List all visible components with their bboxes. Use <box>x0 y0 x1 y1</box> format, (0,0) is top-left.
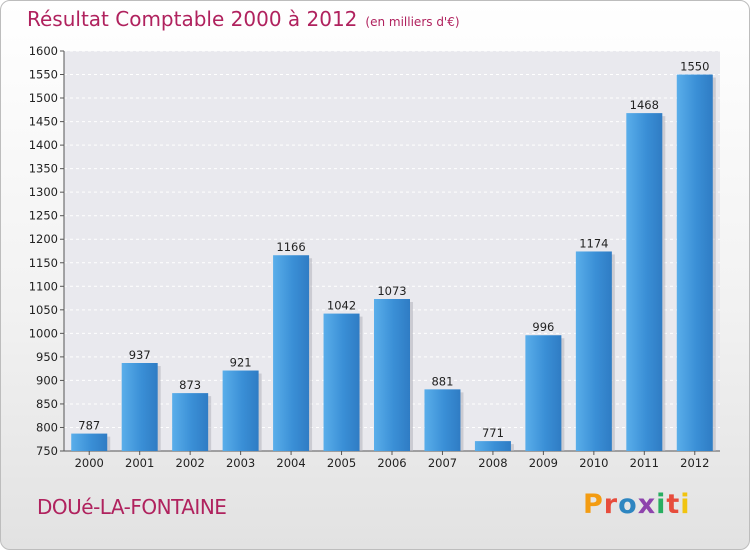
y-tick-label: 800 <box>36 420 58 434</box>
bar <box>525 335 562 451</box>
bar-value-label: 1073 <box>377 284 406 298</box>
logo-letter: o <box>618 489 638 520</box>
bar-value-label: 996 <box>532 320 554 334</box>
y-tick-label: 1550 <box>29 68 58 82</box>
y-tick-label: 1450 <box>29 115 58 129</box>
chart-subtitle: (en milliers d'€) <box>365 15 460 29</box>
y-tick-label: 1150 <box>29 256 58 270</box>
bar <box>626 113 663 451</box>
bar-value-label: 1042 <box>327 299 356 313</box>
bar <box>273 255 310 451</box>
x-tick-label: 2002 <box>176 456 205 470</box>
bar <box>474 441 511 451</box>
y-tick-label: 1050 <box>29 303 58 317</box>
x-tick-label: 2000 <box>75 456 104 470</box>
bar-value-label: 937 <box>129 348 151 362</box>
x-tick-label: 2009 <box>529 456 558 470</box>
bar-value-label: 771 <box>482 426 504 440</box>
x-tick-label: 2008 <box>478 456 507 470</box>
y-tick-label: 1300 <box>29 185 58 199</box>
bar-value-label: 873 <box>179 378 201 392</box>
y-tick-label: 750 <box>36 444 58 458</box>
bar <box>323 313 360 451</box>
x-tick-label: 2010 <box>579 456 608 470</box>
x-tick-label: 2007 <box>428 456 457 470</box>
y-tick-label: 1600 <box>29 44 58 58</box>
bar <box>71 433 108 451</box>
y-tick-label: 850 <box>36 397 58 411</box>
chart-title-block: Résultat Comptable 2000 à 2012 (en millie… <box>27 7 460 31</box>
chart-title: Résultat Comptable 2000 à 2012 <box>27 7 358 31</box>
y-tick-label: 1100 <box>29 279 58 293</box>
bar <box>172 393 209 451</box>
x-tick-label: 2001 <box>125 456 154 470</box>
bar-value-label: 1166 <box>276 240 305 254</box>
bar-value-label: 881 <box>431 374 453 388</box>
bar <box>121 363 158 451</box>
proxiti-logo[interactable]: Proxiti <box>583 489 691 520</box>
logo-letter: i <box>656 489 667 520</box>
bar <box>575 251 612 451</box>
y-tick-label: 1000 <box>29 326 58 340</box>
y-tick-label: 1350 <box>29 162 58 176</box>
y-tick-label: 900 <box>36 373 58 387</box>
y-tick-label: 1500 <box>29 91 58 105</box>
bar <box>374 299 410 451</box>
town-name: DOUé-LA-FONTAINE <box>37 495 227 519</box>
logo-letter: P <box>583 489 604 520</box>
y-tick-label: 1250 <box>29 209 58 223</box>
bar-value-label: 1550 <box>680 60 709 74</box>
x-tick-label: 2006 <box>377 456 406 470</box>
logo-letter: r <box>603 489 619 520</box>
x-tick-label: 2011 <box>630 456 659 470</box>
x-tick-label: 2005 <box>327 456 356 470</box>
y-tick-label: 1400 <box>29 138 58 152</box>
bar-value-label: 921 <box>230 356 252 370</box>
bar-value-label: 1468 <box>630 98 659 112</box>
y-tick-label: 950 <box>36 350 58 364</box>
logo-letter: i <box>680 489 691 520</box>
bar-value-label: 787 <box>78 419 100 433</box>
y-tick-label: 1200 <box>29 232 58 246</box>
logo-letter: t <box>666 489 681 520</box>
x-tick-label: 2004 <box>276 456 305 470</box>
bar-value-label: 1174 <box>579 236 608 250</box>
x-tick-label: 2012 <box>680 456 709 470</box>
bar <box>676 74 713 451</box>
logo-letter: x <box>637 489 657 520</box>
x-tick-label: 2003 <box>226 456 255 470</box>
bar <box>424 389 461 451</box>
bar <box>222 370 259 451</box>
